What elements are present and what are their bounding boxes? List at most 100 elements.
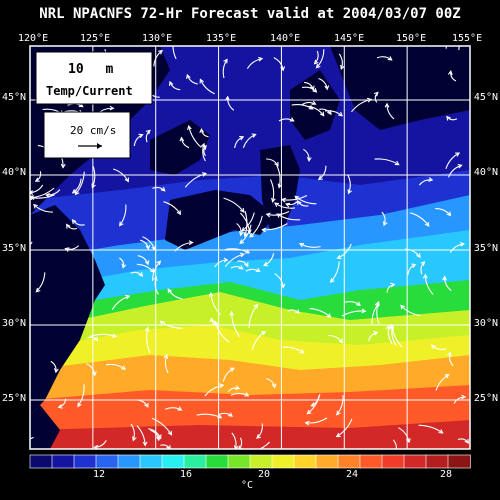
current-streamline <box>282 346 305 354</box>
current-streamline <box>424 274 434 295</box>
streamline-arrowhead-icon <box>152 275 158 281</box>
streamline-arrowhead-icon <box>239 231 244 237</box>
streamline-arrowhead-icon <box>428 177 434 182</box>
streamline-arrowhead-icon <box>327 110 332 116</box>
streamline-arrowhead-icon <box>156 260 162 266</box>
lat-label-left: 30°N <box>2 318 27 329</box>
field-label: Temp/Current <box>46 84 133 98</box>
colorbar-swatch <box>447 454 471 469</box>
streamline-arrowhead-icon <box>297 200 302 206</box>
streamline-arrowhead-icon <box>176 210 182 216</box>
streamline-arrowhead-icon <box>144 402 149 408</box>
streamline-arrowhead-icon <box>30 195 33 201</box>
current-streamline <box>234 136 244 149</box>
lat-label-right: 40°N <box>473 167 498 178</box>
current-streamline <box>164 407 182 411</box>
streamline-arrowhead-icon <box>149 268 155 274</box>
streamline-arrowhead-icon <box>125 294 131 300</box>
streamline-arrowhead-icon <box>340 64 345 70</box>
current-streamline <box>167 288 183 300</box>
current-streamline <box>160 320 183 329</box>
streamline-arrowhead-icon <box>276 213 282 218</box>
streamline-arrowhead-icon <box>304 420 310 426</box>
current-streamline <box>214 321 230 343</box>
streamline-arrowhead-icon <box>34 177 40 182</box>
current-streamline <box>136 263 155 273</box>
current-streamline <box>307 393 321 415</box>
colorbar-swatch <box>29 454 53 469</box>
colorbar-swatch <box>95 454 119 469</box>
streamline-arrowhead-icon <box>53 368 59 374</box>
streamline-arrowhead-icon <box>229 310 235 316</box>
current-streamline <box>337 243 352 259</box>
streamline-arrowhead-icon <box>361 308 367 314</box>
streamline-arrowhead-icon <box>121 365 127 370</box>
streamline-arrowhead-icon <box>144 260 150 266</box>
streamline-arrowhead-icon <box>64 247 70 252</box>
streamline-arrowhead-icon <box>420 261 426 266</box>
streamline-arrowhead-icon <box>163 353 169 359</box>
streamline-arrowhead-icon <box>166 445 171 449</box>
streamline-arrowhead-icon <box>168 80 174 86</box>
streamline-arrowhead-icon <box>186 73 191 79</box>
current-streamline <box>86 363 96 376</box>
current-streamline <box>392 439 397 449</box>
streamline-arrowhead-icon <box>461 394 467 400</box>
streamline-arrowhead-icon <box>209 317 215 323</box>
streamline-arrowhead-icon <box>160 186 166 192</box>
streamline-arrowhead-icon <box>121 263 127 269</box>
streamline-arrowhead-icon <box>444 374 450 379</box>
streamline-arrowhead-icon <box>280 66 286 72</box>
streamline-arrowhead-icon <box>306 409 312 415</box>
streamline-arrowhead-icon <box>262 261 269 267</box>
colorbar-swatch <box>51 454 75 469</box>
current-streamline <box>231 432 237 449</box>
streamline-arrowhead-icon <box>244 392 250 397</box>
streamline-arrowhead-icon <box>383 221 388 227</box>
current-streamline <box>263 253 275 266</box>
colorbar-tick-label: 16 <box>180 469 193 480</box>
current-streamline <box>445 152 460 169</box>
streamline-arrowhead-icon <box>394 160 400 166</box>
colorbar-swatch <box>315 454 339 469</box>
current-streamline <box>91 166 96 188</box>
current-streamline <box>186 74 198 85</box>
current-streamline <box>246 58 263 69</box>
streamline-arrowhead-icon <box>438 429 444 434</box>
current-streamline <box>301 86 317 93</box>
streamline-arrowhead-icon <box>157 434 162 440</box>
current-streamline <box>307 105 325 117</box>
current-streamline <box>224 253 245 268</box>
streamline-arrowhead-icon <box>245 249 251 254</box>
current-streamline <box>341 310 366 317</box>
streamline-arrowhead-icon <box>274 161 279 167</box>
streamline-arrowhead-icon <box>274 202 280 207</box>
current-streamline <box>133 134 143 147</box>
lon-label: 125°E <box>80 33 111 44</box>
streamline-arrowhead-icon <box>306 156 312 162</box>
streamline-arrowhead-icon <box>280 197 286 203</box>
streamline-arrowhead-icon <box>280 283 286 289</box>
lat-label-right: 25°N <box>473 393 498 404</box>
streamline-arrowhead-icon <box>384 102 390 108</box>
streamline-arrowhead-icon <box>387 56 393 61</box>
current-streamline <box>239 224 252 244</box>
streamline-arrowhead-icon <box>217 414 223 419</box>
current-streamline <box>449 352 454 367</box>
streamline-arrowhead-icon <box>60 163 66 169</box>
current-streamline <box>294 195 317 205</box>
streamline-arrowhead-icon <box>406 438 411 444</box>
streamline-arrowhead-icon <box>111 333 117 338</box>
current-streamline <box>400 305 421 317</box>
current-streamline <box>449 243 464 253</box>
streamline-arrowhead-icon <box>260 330 266 336</box>
current-streamline <box>163 201 181 215</box>
streamline-arrowhead-icon <box>447 70 453 76</box>
current-streamline <box>445 46 447 49</box>
streamline-arrowhead-icon <box>271 197 276 203</box>
streamline-arrowhead-icon <box>239 208 245 213</box>
current-streamline <box>299 243 321 248</box>
colorbar-swatch <box>205 454 229 469</box>
lat-label-left: 35°N <box>2 243 27 254</box>
